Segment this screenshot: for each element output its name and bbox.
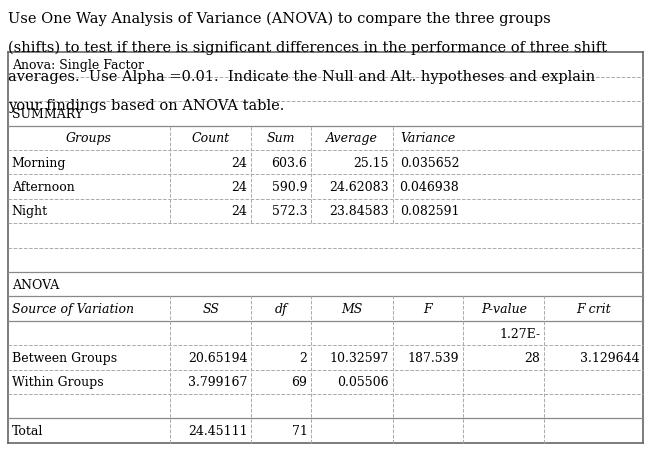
Text: SUMMARY: SUMMARY <box>12 108 83 120</box>
Text: 187.539: 187.539 <box>408 351 459 364</box>
Text: Anova: Single Factor: Anova: Single Factor <box>12 59 144 72</box>
Text: 590.9: 590.9 <box>272 181 307 193</box>
Text: 0.05506: 0.05506 <box>337 376 389 388</box>
Text: SS: SS <box>202 303 219 315</box>
Text: Morning: Morning <box>12 156 66 169</box>
Text: 603.6: 603.6 <box>271 156 307 169</box>
Text: 24.45111: 24.45111 <box>188 424 247 437</box>
Text: 2: 2 <box>299 351 307 364</box>
Text: (shifts) to test if there is significant differences in the performance of three: (shifts) to test if there is significant… <box>8 41 607 55</box>
Text: Sum: Sum <box>267 132 296 145</box>
Text: 20.65194: 20.65194 <box>188 351 247 364</box>
Text: 28: 28 <box>525 351 540 364</box>
Text: 23.84583: 23.84583 <box>329 205 389 218</box>
Text: 572.3: 572.3 <box>272 205 307 218</box>
Text: 25.15: 25.15 <box>353 156 389 169</box>
Text: ANOVA: ANOVA <box>12 278 59 291</box>
Text: Use One Way Analysis of Variance (ANOVA) to compare the three groups: Use One Way Analysis of Variance (ANOVA)… <box>8 11 551 26</box>
Text: Variance: Variance <box>400 132 456 145</box>
Text: 71: 71 <box>292 424 307 437</box>
Text: 24: 24 <box>232 181 247 193</box>
Text: 24: 24 <box>232 205 247 218</box>
Text: 0.035652: 0.035652 <box>400 156 459 169</box>
Text: Count: Count <box>191 132 230 145</box>
Text: P-value: P-value <box>480 303 527 315</box>
Text: Groups: Groups <box>66 132 112 145</box>
Text: 24.62083: 24.62083 <box>329 181 389 193</box>
Text: Source of Variation: Source of Variation <box>12 303 133 315</box>
Text: 69: 69 <box>292 376 307 388</box>
Text: 24: 24 <box>232 156 247 169</box>
Text: df: df <box>275 303 288 315</box>
Text: 0.082591: 0.082591 <box>400 205 459 218</box>
Text: Average: Average <box>326 132 378 145</box>
Text: averages.  Use Alpha =0.01.  Indicate the Null and Alt. hypotheses and explain: averages. Use Alpha =0.01. Indicate the … <box>8 70 595 84</box>
Text: 3.799167: 3.799167 <box>188 376 247 388</box>
Text: Between Groups: Between Groups <box>12 351 117 364</box>
Text: Total: Total <box>12 424 43 437</box>
Text: Within Groups: Within Groups <box>12 376 104 388</box>
Text: 0.046938: 0.046938 <box>400 181 459 193</box>
Text: 3.129644: 3.129644 <box>579 351 639 364</box>
Text: Afternoon: Afternoon <box>12 181 74 193</box>
Text: MS: MS <box>341 303 363 315</box>
Text: F: F <box>424 303 432 315</box>
Text: F crit: F crit <box>576 303 611 315</box>
Text: your findings based on ANOVA table.: your findings based on ANOVA table. <box>8 99 284 113</box>
Text: Night: Night <box>12 205 48 218</box>
Text: 10.32597: 10.32597 <box>329 351 389 364</box>
Text: 1.27E-: 1.27E- <box>499 327 540 340</box>
